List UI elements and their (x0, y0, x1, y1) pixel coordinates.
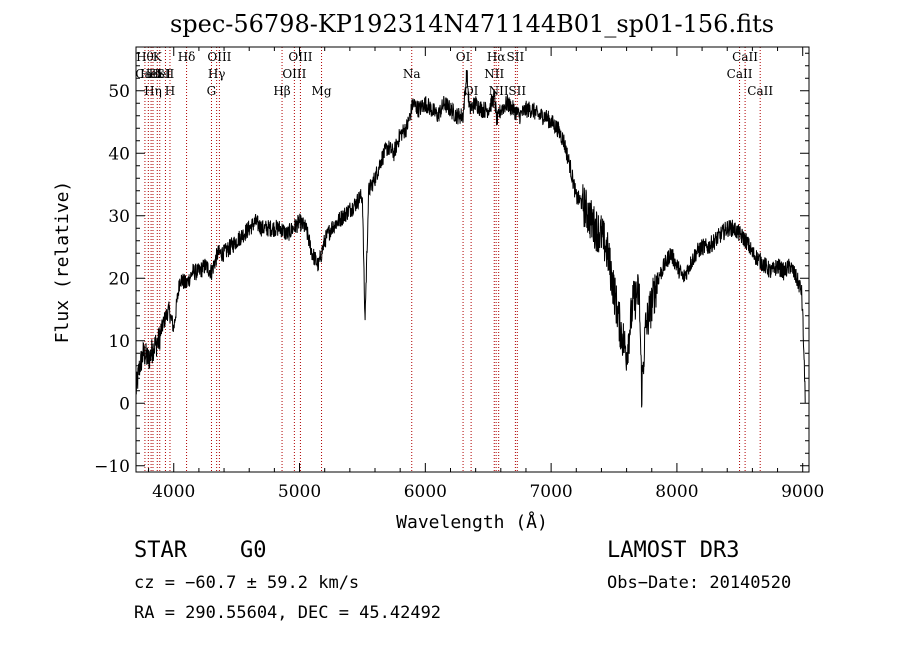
y-tick-label-50: 50 (108, 82, 130, 102)
redshift-velocity: cz = −60.7 ± 59.2 km/s (134, 573, 360, 593)
chart-title: spec-56798-KP192314N471144B01_sp01-156.f… (170, 10, 774, 38)
line-label-7: H (165, 84, 175, 98)
line-label-8: Hδ (178, 50, 196, 64)
object-subclass: G0 (240, 538, 267, 563)
line-label-14: OIII (288, 50, 312, 64)
x-tick-label-5000: 5000 (278, 482, 321, 502)
line-label-5: HeI (149, 67, 172, 81)
line-label-17: OI (456, 50, 471, 64)
spectrum-series (135, 69, 806, 408)
line-label-19: NII (484, 67, 504, 81)
line-label-13: OIII (282, 67, 306, 81)
line-label-2: HeI (140, 67, 163, 81)
line-label-26: CaII (747, 84, 773, 98)
y-tick-label-40: 40 (108, 144, 130, 164)
x-axis-label: Wavelength (Å) (396, 511, 548, 533)
line-label-16: Na (403, 67, 421, 81)
x-tick-label-6000: 6000 (404, 482, 447, 502)
x-tick-label-4000: 4000 (152, 482, 195, 502)
line-label-24: CaII (727, 67, 753, 81)
line-label-1: CaII (135, 67, 161, 81)
y-tick-label-0: 0 (119, 394, 130, 414)
y-tick-label-30: 30 (108, 207, 130, 227)
line-label-23: SII (508, 84, 526, 98)
x-axis: 4000 5000 6000 7000 8000 9000 (148, 47, 824, 502)
y-axis-label: Flux (relative) (52, 181, 73, 344)
y-tick-label-20: 20 (108, 269, 130, 289)
x-tick-label-8000: 8000 (655, 482, 698, 502)
line-label-22: SII (507, 50, 525, 64)
y-axis: −10 0 10 20 30 40 50 (94, 52, 809, 477)
x-tick-label-9000: 9000 (781, 482, 824, 502)
line-label-3: Hη (144, 84, 162, 98)
line-label-0: Hθ (136, 50, 154, 64)
x-tick-label-7000: 7000 (529, 482, 572, 502)
observation-date: Obs−Date: 20140520 (607, 573, 792, 593)
spectrum-line (135, 69, 806, 408)
line-labels: HθCaIIHeIHηKHeISIIHHδGHγOIIIHβOIIIOIIIMg… (135, 50, 773, 98)
line-label-9: G (207, 84, 217, 98)
line-label-6: SII (157, 67, 175, 81)
plot-frame (135, 46, 810, 473)
survey-name: LAMOST DR3 (607, 538, 740, 563)
sky-coordinates: RA = 290.55604, DEC = 45.42492 (134, 603, 442, 623)
line-label-15: Mg (312, 84, 332, 98)
y-tick-label-10: 10 (108, 332, 130, 352)
line-label-20: Hα (487, 50, 506, 64)
line-label-4: K (153, 50, 163, 64)
line-markers (144, 47, 761, 472)
object-class: STAR (134, 538, 187, 563)
y-tick-label--10: −10 (94, 457, 130, 477)
line-label-11: OIII (207, 50, 231, 64)
line-label-12: Hβ (273, 84, 290, 98)
line-label-25: CaII (732, 50, 758, 64)
line-label-10: Hγ (208, 67, 226, 81)
